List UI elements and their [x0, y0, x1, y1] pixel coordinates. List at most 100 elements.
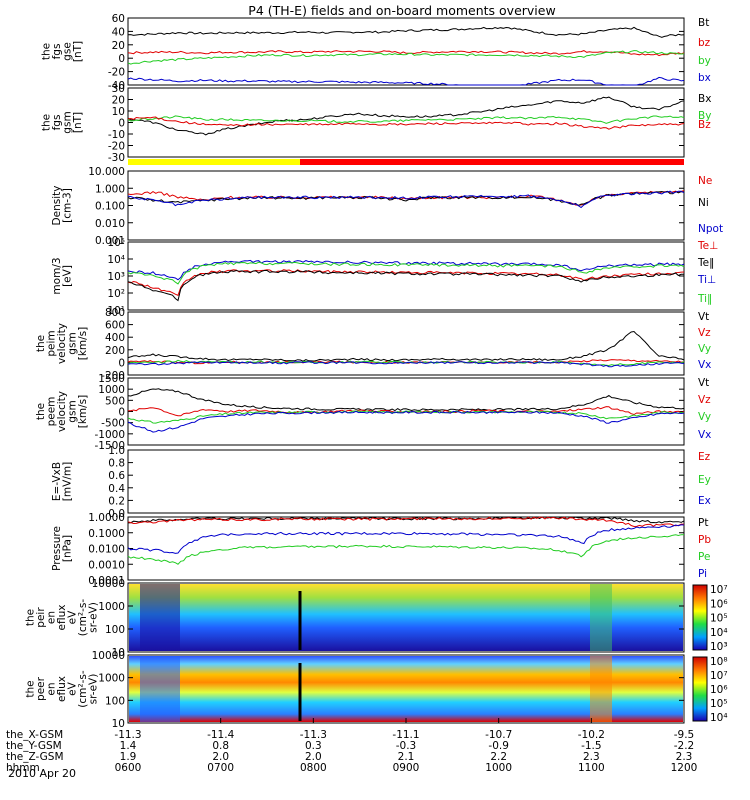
panel-peir-eflux: 10000 1000 100 10 thepeirenefluxeV(cm²-s-sr-… [25, 578, 685, 659]
y-axis-label-part: eV [67, 681, 79, 695]
y-axis-label-part: the [40, 43, 52, 60]
y-tick-label: 10² [107, 288, 125, 300]
series-line-temperature-1 [127, 269, 685, 302]
y-axis-label-part: peer [35, 676, 47, 701]
y-tick-label: 500 [105, 395, 125, 407]
legend-label: Ni [698, 197, 709, 209]
y-axis-label-part: the [35, 335, 47, 352]
y-axis-label-part: [cm-3] [61, 188, 73, 223]
y-axis-label-part: gsm [67, 400, 79, 422]
spectrogram-group: 10⁷ 10⁶ 10⁵ 10⁴ 10³ 10⁸ 10⁷ 10⁶ 10⁵ 10⁴ [129, 584, 728, 724]
y-tick-label: 10.000 [88, 166, 125, 178]
y-tick-label: 1.0 [108, 445, 125, 457]
y-tick-label: -1500 [94, 440, 125, 452]
legend-label: Ne [698, 175, 712, 187]
panel-frame [127, 516, 685, 581]
y-tick-label: 0.4 [108, 483, 125, 495]
y-axis-label: E=-VxB[mV/m] [51, 462, 74, 501]
y-tick-label: 0 [118, 118, 125, 130]
y-tick-label: 20 [112, 95, 125, 107]
y-axis-label-part: peem [46, 397, 58, 427]
x-tick-label: -10.7 [485, 729, 512, 741]
x-tick-label: -0.9 [488, 740, 509, 752]
colorbar [692, 584, 708, 651]
x-tick-label: 1100 [578, 762, 605, 774]
legend-label: Vz [698, 394, 711, 406]
series-line-pressure-2 [127, 534, 685, 565]
y-tick-label: 60 [112, 13, 125, 25]
x-tick-label: 1.9 [120, 751, 137, 763]
x-tick-label: 0800 [300, 762, 327, 774]
colorbar-tick-label: 10⁵ [710, 698, 728, 710]
x-tick-label: 1000 [485, 762, 512, 774]
colorbar-tick-label: 10⁶ [710, 598, 728, 610]
series-line-fgs-gse-3 [127, 76, 685, 86]
y-axis-label-part: the [35, 403, 47, 420]
y-axis-label-part: eV [67, 610, 79, 624]
y-axis-label-part: eflux [56, 676, 68, 702]
y-tick-label: 0.0010 [88, 559, 125, 571]
panel-frame [127, 170, 685, 241]
x-tick-label: 0900 [393, 762, 420, 774]
x-tick-label: 2.1 [398, 751, 415, 763]
y-axis-label-part: [km/s] [77, 395, 89, 429]
y-tick-label: 800 [105, 307, 125, 319]
colorbar-tick-label: 10⁶ [710, 684, 728, 696]
date-label: 2010 Apr 20 [8, 767, 76, 780]
y-axis-label-part: Pressure [51, 526, 63, 571]
legend-label: Bx [698, 93, 711, 105]
panel-density: 10.000 1.000 0.100 0.010 0.001 Density[cm-3] N… [51, 166, 723, 247]
x-tick-label: 2.0 [305, 751, 322, 763]
series-line-pressure-1 [127, 516, 685, 528]
series-line-temperature-0 [127, 269, 685, 296]
legend-label: Pt [698, 517, 708, 529]
y-axis-label-part: [eV] [61, 265, 73, 287]
y-tick-label: 0.001 [95, 235, 125, 247]
y-axis-label-part: gsm [61, 111, 73, 133]
x-tick-label: -2.2 [674, 740, 695, 752]
x-tick-label: 2.3 [676, 751, 693, 763]
x-tick-label: -9.5 [674, 729, 695, 741]
series-line-peem-velocity-3 [127, 410, 685, 433]
y-tick-label: -500 [101, 418, 125, 430]
y-axis-label-part: eflux [56, 605, 68, 631]
y-tick-label: 0.010 [95, 218, 125, 230]
legend-label: Pe [698, 551, 710, 563]
series-line-pressure-3 [127, 524, 685, 554]
x-tick-label: 0.8 [212, 740, 229, 752]
y-axis-label-part: sr-eV) [88, 602, 100, 633]
series-line-fgs-gsm-0 [127, 96, 685, 136]
y-tick-label: 0.6 [108, 470, 125, 482]
legend-label: bx [698, 72, 711, 84]
y-tick-label: -1000 [94, 429, 125, 441]
y-axis-label-part: [mV/m] [61, 462, 73, 501]
y-axis-label: thepeimvelocitygsm[km/s] [35, 323, 89, 364]
y-axis-label-part: E=-VxB [51, 462, 63, 501]
y-tick-label: 0.100 [95, 201, 125, 213]
y-axis-label-part: [nT] [72, 112, 84, 133]
y-axis-label-part: [nT] [72, 41, 84, 62]
y-tick-label: 0.0001 [88, 575, 125, 587]
legend-label: Te⊥ [697, 240, 718, 252]
legend-label: Vx [698, 429, 711, 441]
panel-frame [127, 241, 685, 311]
coverage-bar-yellow [128, 159, 300, 165]
spectrogram-dropout [140, 656, 180, 722]
y-tick-label: 1000 [98, 384, 125, 396]
x-tick-label: -10.2 [578, 729, 605, 741]
y-tick-label: 0 [118, 407, 125, 419]
y-tick-label: 400 [105, 332, 125, 344]
y-tick-label: 1.0000 [88, 512, 125, 524]
y-tick-label: -200 [101, 370, 125, 382]
y-axis-label-part: gse [61, 42, 73, 61]
y-axis-label-part: [km/s] [77, 327, 89, 361]
x-tick-label: 2.3 [583, 751, 600, 763]
y-tick-label: 10⁴ [107, 254, 125, 266]
legend-label: Bt [698, 17, 709, 29]
series-line-fgs-gse-1 [127, 50, 685, 57]
x-tick-label: 2.2 [490, 751, 507, 763]
y-tick-label: 0.2 [108, 495, 125, 507]
y-axis-label-part: en [46, 611, 58, 624]
y-tick-label: 0 [118, 53, 125, 65]
